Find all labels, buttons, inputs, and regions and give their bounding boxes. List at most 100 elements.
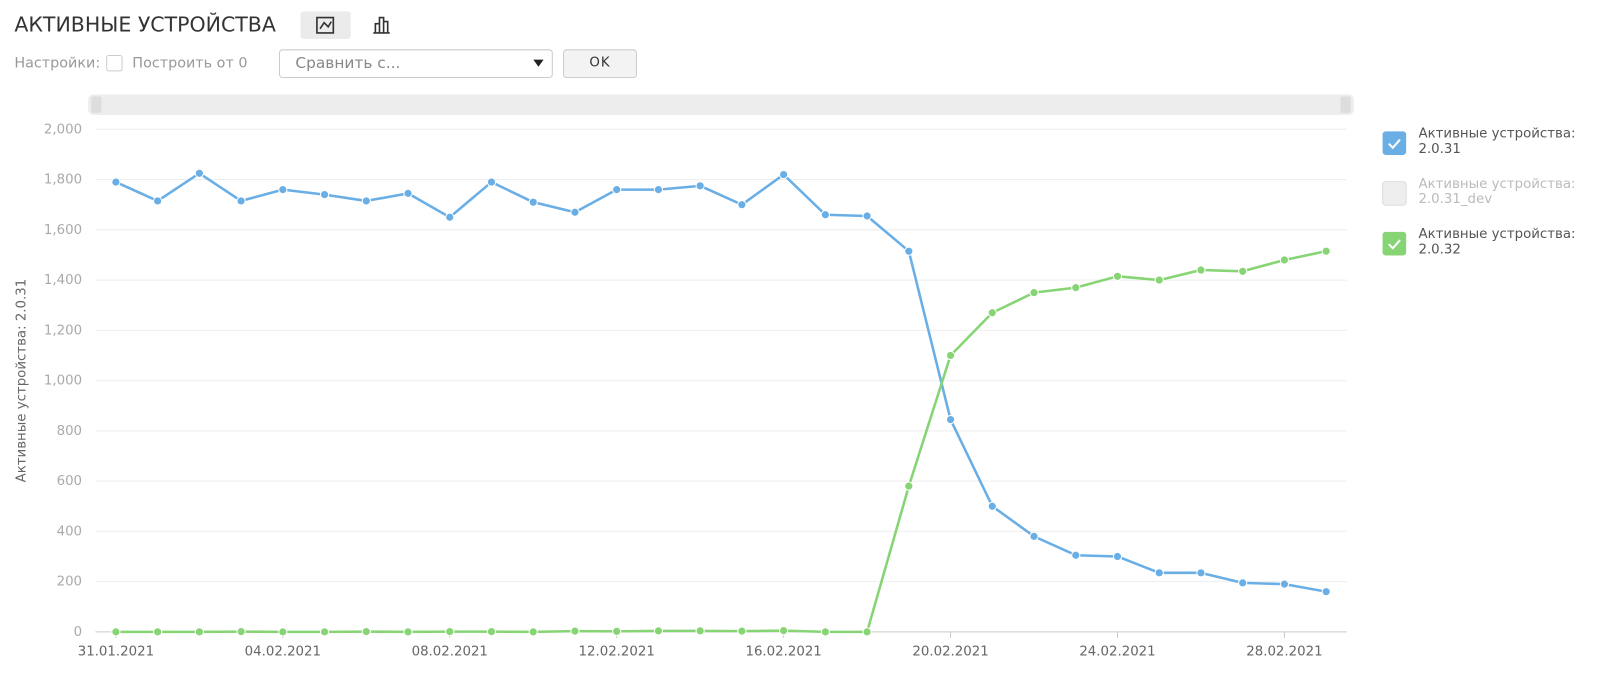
x-tick-label: 20.02.2021 — [912, 644, 988, 659]
data-point — [319, 627, 330, 637]
data-point — [1196, 265, 1206, 275]
legend-entry: Активные устройства: 2.0.32 — [1418, 226, 1576, 258]
data-point — [904, 481, 914, 491]
data-point — [1154, 568, 1164, 578]
navigator-handle[interactable] — [91, 96, 102, 113]
series-line — [115, 249, 1327, 634]
legend-label[interactable]: Активные устройства: 2.0.32 — [1418, 226, 1576, 258]
navigator-handle[interactable] — [1340, 96, 1351, 113]
data-point — [904, 246, 914, 256]
legend-checkbox[interactable] — [1382, 231, 1407, 256]
data-point — [1238, 578, 1248, 588]
data-point — [779, 169, 789, 180]
data-point — [153, 627, 163, 637]
data-point — [737, 626, 747, 636]
data-point — [1321, 246, 1331, 256]
y-tick-label: 2,000 — [44, 122, 82, 137]
legend-label[interactable]: Активные устройства: 2.0.31_dev — [1418, 176, 1576, 208]
x-tick-label: 24.02.2021 — [1079, 644, 1155, 659]
bar-view-button[interactable] — [373, 16, 390, 34]
data-point — [820, 627, 830, 637]
data-point — [737, 200, 747, 210]
data-point — [1196, 568, 1206, 578]
data-point — [820, 210, 830, 220]
data-point — [779, 626, 789, 636]
data-point — [528, 197, 538, 207]
data-point — [1112, 551, 1123, 562]
checkbox[interactable] — [106, 54, 123, 72]
y-tick-label: 600 — [57, 474, 82, 489]
data-point — [194, 168, 204, 178]
y-tick-label: 1,000 — [44, 374, 82, 389]
legend-checkbox[interactable] — [1382, 181, 1407, 206]
data-point — [153, 196, 163, 206]
data-point — [445, 627, 455, 637]
data-point — [612, 626, 622, 636]
x-tick-label: 28.02.2021 — [1246, 644, 1322, 659]
data-point — [945, 414, 956, 425]
data-point — [1279, 255, 1290, 265]
data-point — [862, 627, 872, 637]
x-tick-label: 31.01.2021 — [78, 644, 154, 659]
legend-check — [1387, 239, 1401, 250]
data-point — [695, 626, 705, 636]
data-point — [111, 627, 121, 637]
data-point — [486, 627, 497, 637]
data-point — [403, 627, 413, 637]
y-axis-label: Активные устройства: 2.0.31 — [15, 279, 30, 483]
y-tick-label: 1,600 — [44, 223, 82, 238]
legend-entry: Активные устройства: 2.0.31_dev — [1418, 176, 1576, 208]
data-point — [1279, 579, 1290, 589]
legend-entry: Активные устройства: 2.0.31 — [1418, 126, 1576, 157]
data-point — [653, 185, 664, 195]
data-point — [194, 627, 204, 637]
data-point — [1321, 587, 1331, 597]
y-tick-label: 1,200 — [44, 323, 82, 338]
y-tick-label: 1,800 — [44, 173, 82, 188]
settings-label: Настройки: — [14, 56, 100, 72]
data-point — [486, 177, 497, 187]
data-point — [945, 350, 956, 361]
ok-button[interactable] — [563, 49, 637, 79]
data-point — [528, 627, 538, 637]
x-tick-label: 16.02.2021 — [745, 644, 821, 659]
ok-button-label: OK — [589, 56, 611, 71]
data-point — [278, 627, 288, 637]
data-point — [1112, 271, 1123, 281]
data-point — [987, 501, 997, 511]
data-point — [862, 211, 872, 221]
data-point — [570, 207, 580, 217]
data-point — [361, 627, 371, 637]
legend-label[interactable]: Активные устройства: 2.0.31 — [1418, 126, 1576, 157]
data-point — [1029, 288, 1039, 298]
compare-dropdown[interactable] — [278, 49, 553, 79]
y-tick-label: 0 — [74, 625, 82, 640]
scroll-navigator[interactable] — [88, 94, 1354, 115]
x-tick-label: 08.02.2021 — [412, 644, 488, 659]
data-point — [1071, 550, 1081, 560]
compare-placeholder: Сравнить с... — [295, 54, 400, 72]
dropdown-arrow — [533, 59, 544, 67]
data-point — [653, 626, 664, 636]
checkbox-label: Построить от 0 — [132, 56, 247, 72]
data-point — [1029, 531, 1039, 542]
data-point — [319, 190, 330, 200]
data-point — [1238, 266, 1248, 276]
data-point — [111, 177, 121, 187]
x-tick-label: 04.02.2021 — [245, 644, 321, 659]
data-point — [445, 212, 455, 222]
data-point — [570, 626, 580, 636]
data-point — [403, 188, 413, 199]
legend-checkbox[interactable] — [1382, 131, 1407, 155]
x-tick-label: 12.02.2021 — [579, 644, 655, 659]
data-point — [612, 185, 622, 195]
data-point — [987, 308, 997, 318]
legend-check — [1387, 138, 1401, 150]
data-point — [695, 181, 705, 191]
page-title: АКТИВНЫЕ УСТРОЙСТВА — [14, 12, 276, 37]
data-point — [361, 196, 371, 206]
line-icon — [316, 16, 335, 34]
data-point — [278, 185, 288, 195]
data-point — [236, 196, 246, 206]
